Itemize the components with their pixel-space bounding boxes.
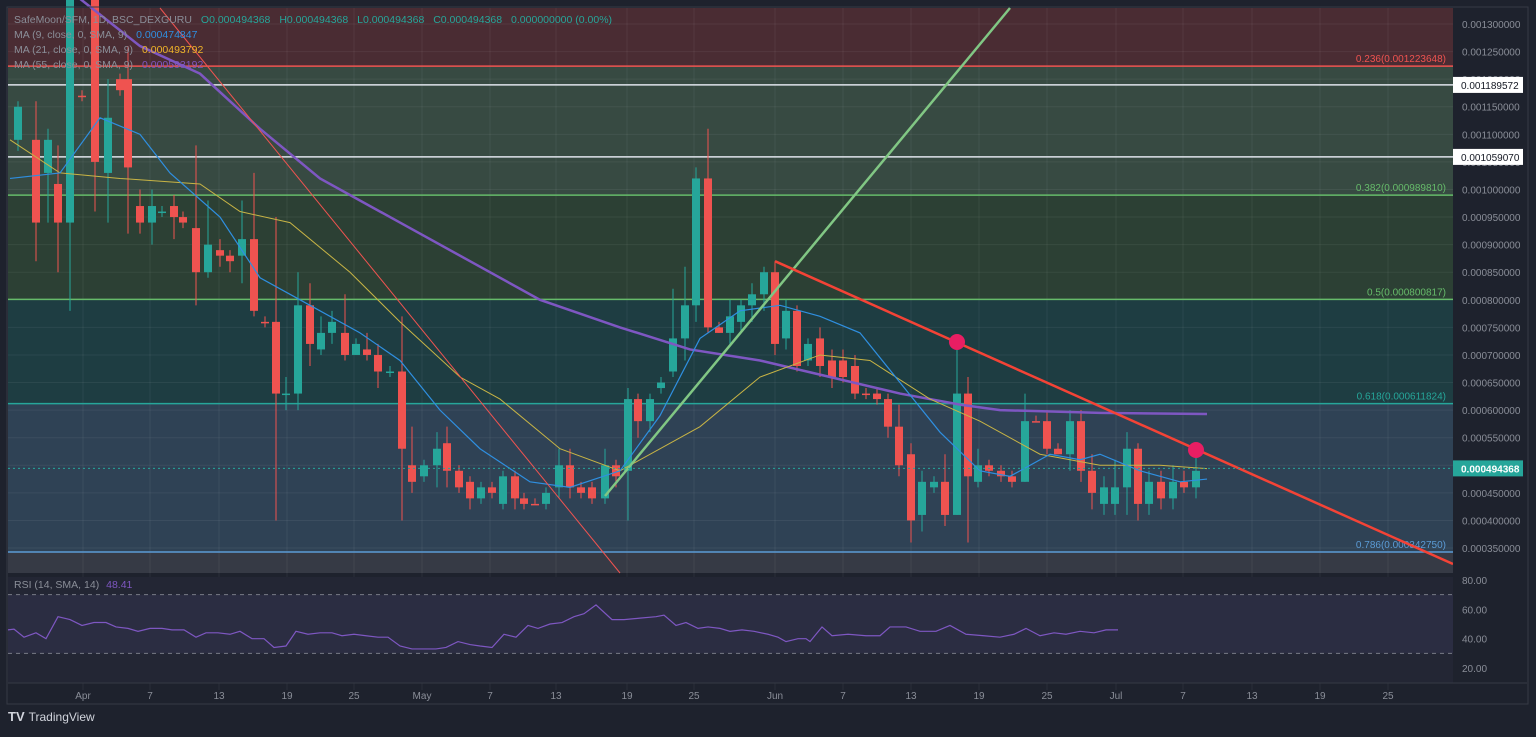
svg-text:7: 7 <box>840 691 846 702</box>
svg-text:40.00: 40.00 <box>1462 635 1487 646</box>
svg-text:0.000550000: 0.000550000 <box>1462 434 1521 445</box>
symbol-label[interactable]: SafeMoon/SFM, 1D, BSC_DEXGURU <box>14 14 192 26</box>
low-value: L0.000494368 <box>357 14 425 26</box>
ma21-label: MA (21, close, 0, SMA, 9) <box>14 44 134 56</box>
svg-text:25: 25 <box>348 691 360 702</box>
svg-text:0.000494368: 0.000494368 <box>1461 464 1520 475</box>
candles <box>14 0 1200 543</box>
svg-text:25: 25 <box>1382 691 1394 702</box>
svg-text:13: 13 <box>213 691 225 702</box>
svg-text:19: 19 <box>1314 691 1326 702</box>
svg-text:0.000900000: 0.000900000 <box>1462 241 1521 252</box>
svg-text:0.000800000: 0.000800000 <box>1462 296 1521 307</box>
svg-text:0.000750000: 0.000750000 <box>1462 323 1521 334</box>
change-value: 0.000000000 (0.00%) <box>511 14 613 26</box>
svg-text:13: 13 <box>550 691 562 702</box>
svg-text:0.000850000: 0.000850000 <box>1462 268 1521 279</box>
svg-text:0.000450000: 0.000450000 <box>1462 489 1521 500</box>
rsi-legend[interactable]: RSI (14, SMA, 14) 48.41 <box>14 579 132 591</box>
svg-text:60.00: 60.00 <box>1462 605 1487 616</box>
svg-text:0.001000000: 0.001000000 <box>1462 185 1521 196</box>
svg-text:19: 19 <box>973 691 985 702</box>
fib-label: 0.618(0.000611824) <box>1357 392 1446 403</box>
svg-text:0.001100000: 0.001100000 <box>1462 130 1520 141</box>
svg-text:13: 13 <box>1246 691 1258 702</box>
svg-text:0.001189572: 0.001189572 <box>1461 81 1519 92</box>
svg-text:0.000350000: 0.000350000 <box>1462 544 1521 555</box>
rsi-label: RSI (14, SMA, 14) <box>14 579 100 591</box>
fib-label: 0.382(0.000989810) <box>1356 183 1446 194</box>
brand-label: TradingView <box>28 709 95 724</box>
tradingview-logo[interactable]: TV TradingView <box>8 709 95 724</box>
svg-text:0.001059070: 0.001059070 <box>1461 153 1520 164</box>
fib-label: 0.786(0.000342750) <box>1356 540 1446 551</box>
svg-text:0.000650000: 0.000650000 <box>1462 379 1521 390</box>
svg-text:0.001300000: 0.001300000 <box>1462 20 1521 31</box>
svg-text:19: 19 <box>621 691 633 702</box>
chart-legend: SafeMoon/SFM, 1D, BSC_DEXGURU O0.0004943… <box>14 13 618 73</box>
ma21-value: 0.000493792 <box>141 44 204 56</box>
fib-label: 0.236(0.001223648) <box>1356 54 1446 65</box>
svg-text:7: 7 <box>487 691 493 702</box>
svg-text:25: 25 <box>688 691 700 702</box>
ma9-legend[interactable]: MA (9, close, 0, SMA, 9) 0.000474847 <box>14 28 618 43</box>
open-value: O0.000494368 <box>200 14 271 26</box>
svg-text:19: 19 <box>281 691 293 702</box>
svg-text:Apr: Apr <box>75 691 91 702</box>
svg-text:0.000700000: 0.000700000 <box>1462 351 1521 362</box>
ma9-value: 0.000474847 <box>136 29 198 41</box>
svg-text:0.000600000: 0.000600000 <box>1462 406 1521 417</box>
svg-text:20.00: 20.00 <box>1462 664 1487 675</box>
svg-text:7: 7 <box>147 691 153 702</box>
tv-logo-icon: TV <box>8 709 25 724</box>
svg-text:0.000400000: 0.000400000 <box>1462 516 1521 527</box>
svg-text:0.001150000: 0.001150000 <box>1462 103 1520 114</box>
svg-text:May: May <box>413 691 432 702</box>
close-value: C0.000494368 <box>433 14 503 26</box>
svg-text:Jun: Jun <box>767 691 783 702</box>
svg-text:0.000950000: 0.000950000 <box>1462 213 1521 224</box>
svg-text:0.001250000: 0.001250000 <box>1462 48 1521 59</box>
ma9-label: MA (9, close, 0, SMA, 9) <box>14 29 128 41</box>
ohlc-row: SafeMoon/SFM, 1D, BSC_DEXGURU O0.0004943… <box>14 13 618 28</box>
ma55-value: 0.000593192 <box>141 59 204 71</box>
ma55-legend[interactable]: MA (55, close, 0, SMA, 9) 0.000593192 <box>14 58 618 73</box>
svg-text:7: 7 <box>1180 691 1186 702</box>
svg-text:Jul: Jul <box>1110 691 1123 702</box>
high-value: H0.000494368 <box>279 14 349 26</box>
ma55-label: MA (55, close, 0, SMA, 9) <box>14 59 134 71</box>
svg-text:80.00: 80.00 <box>1462 576 1487 587</box>
ma21-legend[interactable]: MA (21, close, 0, SMA, 9) 0.000493792 <box>14 43 618 58</box>
svg-text:13: 13 <box>905 691 917 702</box>
rsi-value: 48.41 <box>106 579 133 591</box>
fib-label: 0.5(0.000800817) <box>1367 287 1446 298</box>
svg-text:25: 25 <box>1041 691 1053 702</box>
